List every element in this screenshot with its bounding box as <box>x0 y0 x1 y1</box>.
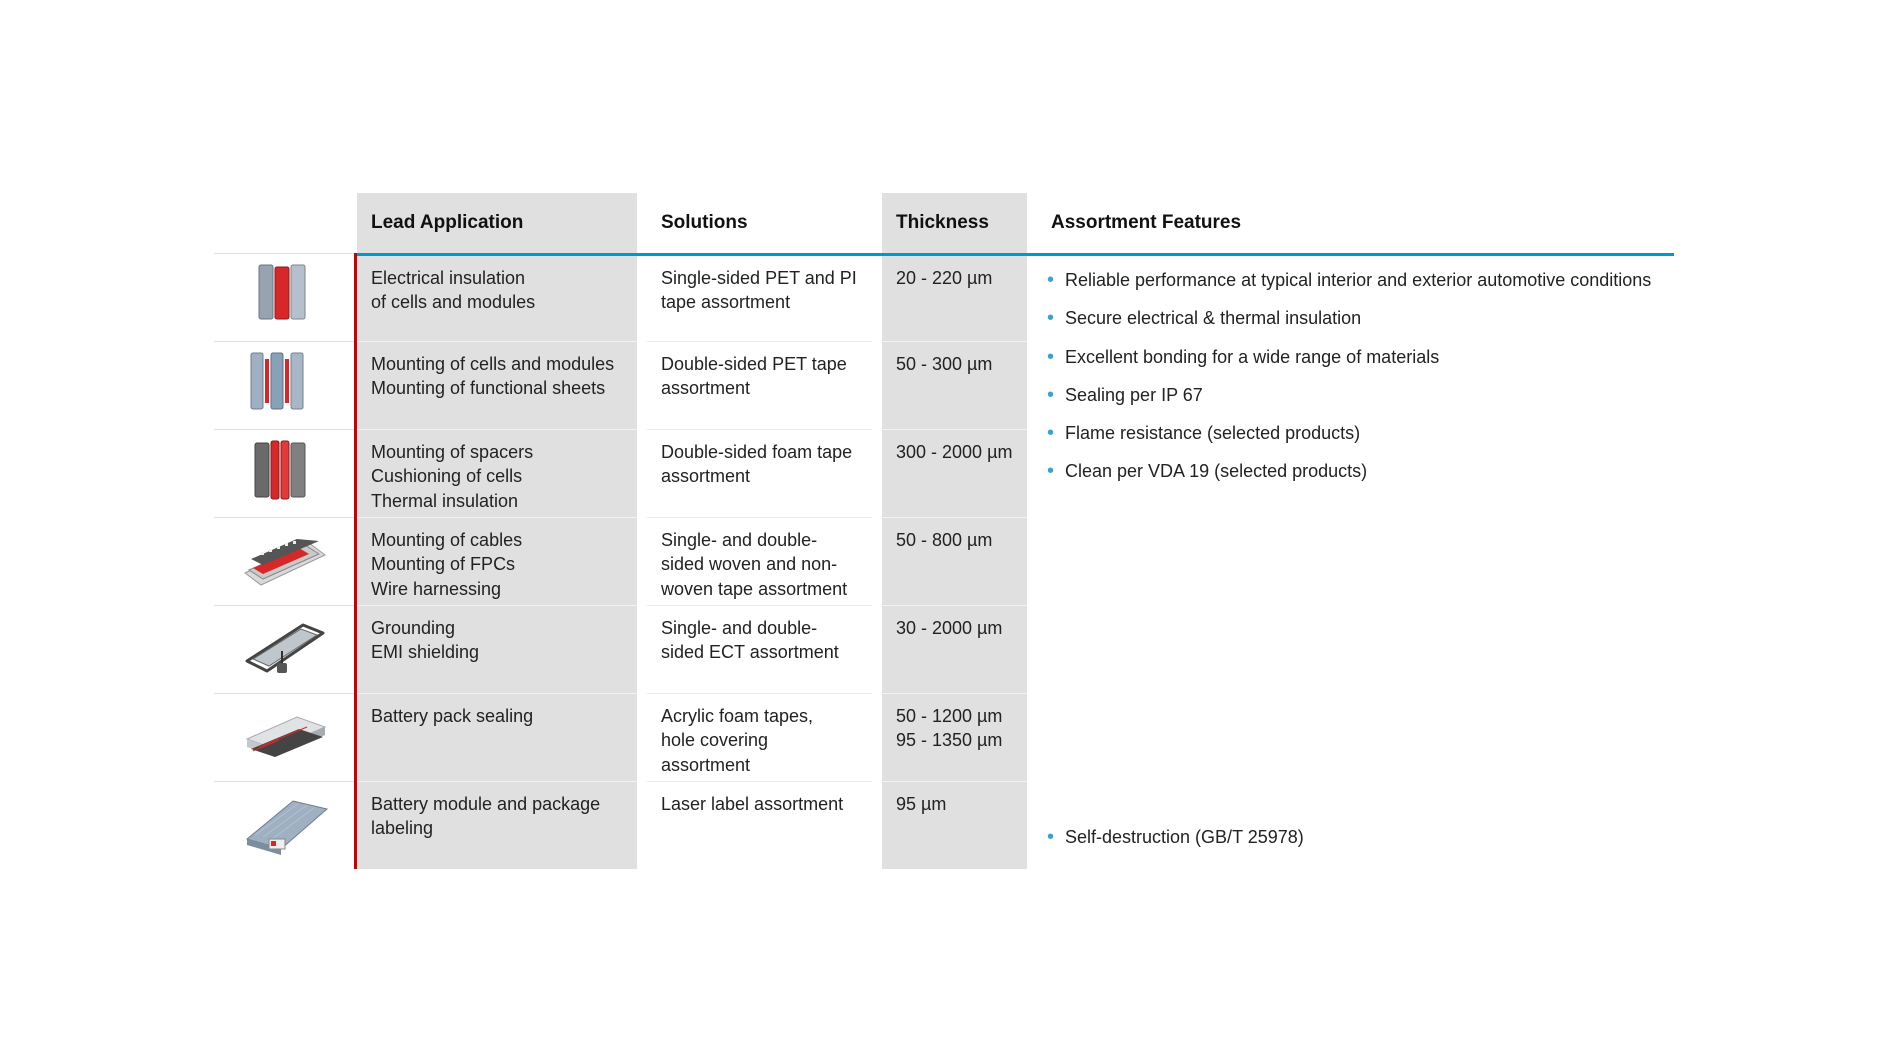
spacer-foam-icon <box>239 435 329 512</box>
pack-seal-icon <box>239 699 329 776</box>
feature-item: Reliable performance at typical interior… <box>1043 268 1660 292</box>
feature-item: Secure electrical & thermal insulation <box>1043 306 1660 330</box>
thickness-header: Thickness <box>882 193 1027 253</box>
solution-cell: Double-sided foam tape assortment <box>647 429 872 517</box>
features-list-top: Reliable performance at typical interior… <box>1043 268 1660 498</box>
icon-header-spacer <box>214 193 354 253</box>
solution-cell: Single-sided PET and PI tape assortment <box>647 253 872 341</box>
row-icon <box>214 341 354 429</box>
thickness-cell: 300 - 2000 µm <box>882 429 1027 517</box>
thickness-cell: 50 - 800 µm <box>882 517 1027 605</box>
features-header: Assortment Features <box>1037 193 1674 253</box>
lead-cell: GroundingEMI shielding <box>357 605 637 693</box>
lead-cell: Battery pack sealing <box>357 693 637 781</box>
solution-cell: Double-sided PET tape assortment <box>647 341 872 429</box>
lead-header: Lead Application <box>357 193 637 253</box>
row-icon <box>214 429 354 517</box>
features-column: Assortment Features Reliable performance… <box>1037 193 1674 869</box>
row-icon <box>214 693 354 781</box>
solution-cell: Single- and double-sided woven and non-w… <box>647 517 872 605</box>
thickness-cell: 50 - 1200 µm95 - 1350 µm <box>882 693 1027 781</box>
icon-column <box>214 193 354 869</box>
row-icon <box>214 517 354 605</box>
solution-cell: Laser label assortment <box>647 781 872 869</box>
solutions-header: Solutions <box>647 193 872 253</box>
thickness-cell: 20 - 220 µm <box>882 253 1027 341</box>
row-icon <box>214 781 354 869</box>
product-table: Lead Application Electrical insulationof… <box>214 193 1674 869</box>
feature-item: Sealing per IP 67 <box>1043 383 1660 407</box>
features-list-bottom: Self-destruction (GB/T 25978) <box>1043 825 1660 863</box>
solutions-column: Solutions Single-sided PET and PI tape a… <box>647 193 872 869</box>
cable-harness-icon <box>239 523 329 600</box>
thickness-cell: 30 - 2000 µm <box>882 605 1027 693</box>
feature-item: Flame resistance (selected products) <box>1043 421 1660 445</box>
thickness-column: Thickness 20 - 220 µm 50 - 300 µm 300 - … <box>882 193 1027 869</box>
thickness-cell: 50 - 300 µm <box>882 341 1027 429</box>
thickness-cell: 95 µm <box>882 781 1027 869</box>
solution-cell: Single- and double-sided ECT assortment <box>647 605 872 693</box>
lead-cell: Mounting of cablesMounting of FPCsWire h… <box>357 517 637 605</box>
data-columns: Lead Application Electrical insulationof… <box>357 193 1674 869</box>
column-gap <box>637 193 647 869</box>
row-icon <box>214 605 354 693</box>
module-mount-icon <box>239 347 329 424</box>
module-label-icon <box>239 787 329 864</box>
feature-item: Self-destruction (GB/T 25978) <box>1043 825 1660 849</box>
lead-cell: Electrical insulationof cells and module… <box>357 253 637 341</box>
column-gap <box>872 193 882 869</box>
lead-cell: Battery module and package labeling <box>357 781 637 869</box>
lead-application-column: Lead Application Electrical insulationof… <box>357 193 637 869</box>
cell-panels-icon <box>239 259 329 336</box>
shielding-icon <box>239 611 329 688</box>
row-icon <box>214 253 354 341</box>
lead-cell: Mounting of spacersCushioning of cellsTh… <box>357 429 637 517</box>
lead-cell: Mounting of cells and modulesMounting of… <box>357 341 637 429</box>
features-body: Reliable performance at typical interior… <box>1037 253 1674 869</box>
column-gap <box>1027 193 1037 869</box>
feature-item: Clean per VDA 19 (selected products) <box>1043 459 1660 483</box>
feature-item: Excellent bonding for a wide range of ma… <box>1043 345 1660 369</box>
solution-cell: Acrylic foam tapes,hole covering assortm… <box>647 693 872 781</box>
